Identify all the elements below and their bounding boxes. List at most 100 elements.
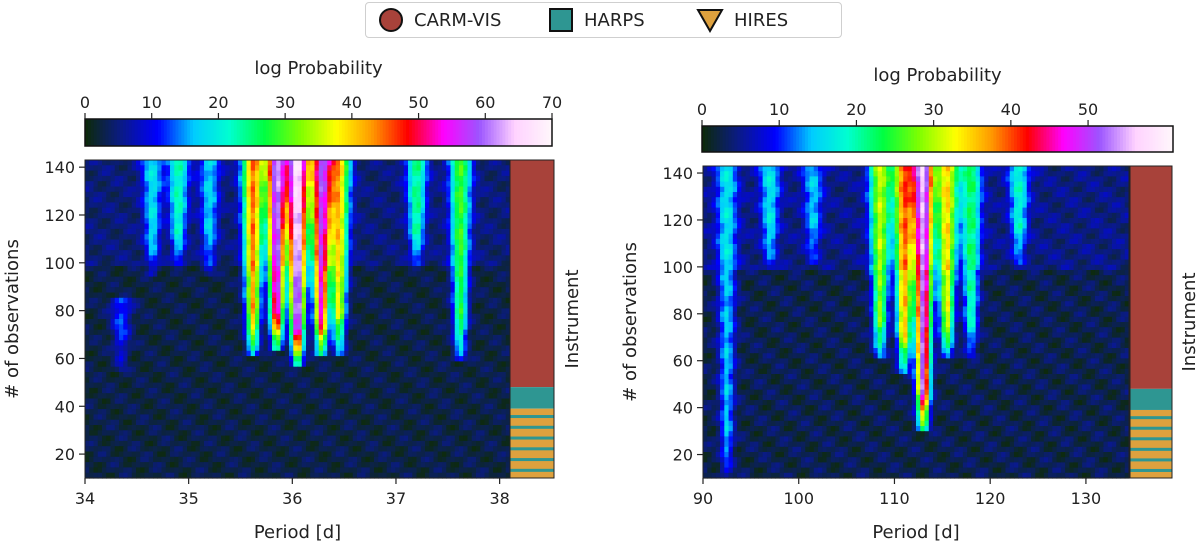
heatmap-cell bbox=[488, 393, 494, 400]
heatmap-cell bbox=[106, 175, 112, 182]
heatmap-cell bbox=[123, 329, 129, 336]
heatmap-cell bbox=[276, 313, 282, 320]
heatmap-cell bbox=[272, 340, 277, 347]
heatmap-cell bbox=[391, 329, 396, 336]
heatmap-cell bbox=[97, 213, 103, 219]
heatmap-cell bbox=[250, 234, 256, 241]
heatmap-cell bbox=[348, 170, 354, 177]
heatmap-cell bbox=[454, 308, 460, 315]
heatmap-cell bbox=[454, 260, 460, 267]
heatmap-cell bbox=[433, 186, 439, 193]
heatmap-cell bbox=[165, 218, 171, 225]
heatmap-cell bbox=[106, 308, 112, 315]
heatmap-cell bbox=[408, 191, 413, 198]
heatmap-cell bbox=[463, 372, 469, 378]
heatmap-cell bbox=[433, 165, 439, 172]
heatmap-cell bbox=[467, 255, 473, 262]
heatmap-cell bbox=[89, 239, 95, 246]
heatmap-cell bbox=[148, 292, 154, 299]
heatmap-cell bbox=[161, 170, 167, 177]
heatmap-cell bbox=[323, 350, 328, 357]
heatmap-cell bbox=[425, 165, 430, 172]
heatmap-cell bbox=[357, 398, 362, 405]
heatmap-cell bbox=[110, 297, 116, 304]
heatmap-cell bbox=[297, 393, 303, 400]
heatmap-cell bbox=[467, 202, 473, 209]
heatmap-cell bbox=[127, 377, 133, 384]
heatmap-cell bbox=[420, 329, 426, 336]
heatmap-cell bbox=[467, 340, 473, 347]
heatmap-cell bbox=[114, 340, 120, 347]
heatmap-cell bbox=[361, 414, 367, 421]
heatmap-cell bbox=[178, 340, 184, 347]
heatmap-cell bbox=[106, 387, 112, 394]
heatmap-cell bbox=[136, 292, 141, 299]
heatmap-cell bbox=[344, 345, 350, 352]
heatmap-cell bbox=[501, 297, 507, 304]
heatmap-cell bbox=[242, 414, 248, 421]
heatmap-cell bbox=[374, 287, 379, 294]
heatmap-cell bbox=[416, 170, 422, 177]
heatmap-cell bbox=[238, 276, 243, 283]
heatmap-cell bbox=[340, 287, 345, 294]
heatmap-cell bbox=[395, 197, 401, 203]
heatmap-cell bbox=[369, 281, 375, 288]
heatmap-cell bbox=[178, 271, 184, 278]
heatmap-cell bbox=[85, 165, 90, 172]
heatmap-cell bbox=[250, 372, 256, 378]
heatmap-cell bbox=[301, 255, 307, 262]
heatmap-cell bbox=[488, 340, 494, 347]
heatmap-cell bbox=[395, 175, 401, 182]
heatmap-cell bbox=[344, 287, 350, 294]
heatmap-cell bbox=[229, 271, 235, 278]
heatmap-cell bbox=[221, 345, 226, 352]
heatmap-cell bbox=[467, 329, 473, 336]
heatmap-cell bbox=[174, 244, 180, 251]
heatmap-cell bbox=[369, 292, 375, 299]
heatmap-cell bbox=[280, 329, 286, 336]
heatmap-cell bbox=[204, 356, 209, 362]
heatmap-cell bbox=[306, 345, 311, 352]
heatmap-cell bbox=[165, 223, 171, 230]
heatmap-cell bbox=[221, 297, 226, 304]
heatmap-cell bbox=[157, 297, 163, 304]
legend-label: HARPS bbox=[584, 9, 645, 31]
heatmap-cell bbox=[493, 308, 498, 315]
heatmap-cell bbox=[114, 292, 120, 299]
heatmap-cell bbox=[488, 271, 494, 278]
heatmap-cell bbox=[284, 239, 290, 246]
heatmap-cell bbox=[85, 255, 90, 262]
heatmap-cell bbox=[310, 398, 316, 405]
heatmap-cell bbox=[255, 260, 260, 267]
heatmap-cell bbox=[391, 207, 396, 214]
heatmap-cell bbox=[310, 239, 316, 246]
heatmap-cell bbox=[221, 377, 226, 384]
heatmap-cell bbox=[297, 191, 303, 198]
heatmap-cell bbox=[425, 382, 430, 389]
heatmap-cell bbox=[284, 340, 290, 347]
heatmap-cell bbox=[386, 239, 392, 246]
heatmap-cell bbox=[420, 160, 426, 166]
heatmap-cell bbox=[221, 186, 226, 193]
heatmap-cell bbox=[361, 181, 367, 188]
heatmap-cell bbox=[238, 202, 243, 209]
heatmap-cell bbox=[110, 340, 116, 347]
heatmap-cell bbox=[233, 382, 239, 389]
heatmap-cell bbox=[97, 223, 103, 230]
heatmap-cell bbox=[221, 250, 226, 256]
heatmap-cell bbox=[136, 255, 141, 262]
heatmap-cell bbox=[199, 409, 205, 415]
heatmap-cell bbox=[238, 239, 243, 246]
heatmap-cell bbox=[395, 287, 401, 294]
heatmap-cell bbox=[340, 266, 345, 272]
heatmap-cell bbox=[199, 334, 205, 341]
heatmap-cell bbox=[412, 308, 418, 315]
heatmap-cell bbox=[161, 308, 167, 315]
heatmap-cell bbox=[136, 297, 141, 304]
heatmap-cell bbox=[263, 244, 269, 251]
heatmap-cell bbox=[119, 329, 124, 336]
heatmap-cell bbox=[310, 218, 316, 225]
heatmap-cell bbox=[242, 313, 248, 320]
heatmap-cell bbox=[267, 160, 273, 166]
heatmap-cell bbox=[340, 218, 345, 225]
